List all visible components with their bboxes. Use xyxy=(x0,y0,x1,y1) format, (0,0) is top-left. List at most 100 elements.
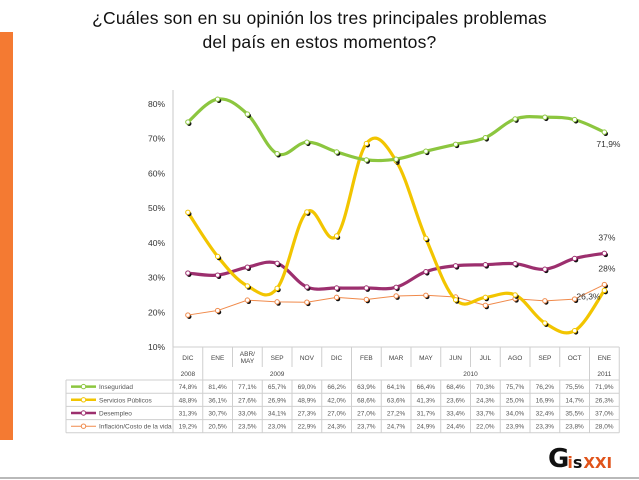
logo-g: G xyxy=(548,444,569,474)
data-point xyxy=(185,119,191,125)
x-tick-label: DIC xyxy=(331,355,343,362)
x-tick-label: ENE xyxy=(211,355,225,362)
legend-label: Inseguridad xyxy=(99,384,133,391)
table-cell: 24,7% xyxy=(387,424,406,431)
data-point xyxy=(542,114,548,120)
table-cell: 33,7% xyxy=(476,411,495,418)
data-point xyxy=(452,141,459,147)
data-point xyxy=(304,209,310,215)
table-cell: 27,3% xyxy=(298,411,317,418)
table-cell: 30,7% xyxy=(208,411,227,418)
data-point xyxy=(363,157,370,163)
table-cell: 77,1% xyxy=(238,384,257,391)
data-point xyxy=(274,285,280,292)
data-point xyxy=(512,116,518,122)
end-value-label: 71,9% xyxy=(596,139,621,149)
data-point xyxy=(423,268,429,275)
y-tick-label: 40% xyxy=(148,238,165,248)
legend-label: Servicios Públicos xyxy=(99,397,152,404)
year-label: 2010 xyxy=(463,371,478,378)
year-label: 2009 xyxy=(270,371,285,378)
end-value-label: 28% xyxy=(598,264,615,274)
y-tick-label: 70% xyxy=(148,134,165,144)
table-cell: 66,4% xyxy=(417,384,436,391)
y-tick-label: 80% xyxy=(148,99,165,109)
table-cell: 24,3% xyxy=(476,397,495,404)
legend-label: Inflación/Costo de la vida xyxy=(99,424,172,431)
y-tick-label: 20% xyxy=(148,307,165,317)
table-cell: 23,6% xyxy=(446,397,465,404)
y-tick-label: 10% xyxy=(148,342,165,352)
table-cell: 68,6% xyxy=(357,397,376,404)
table-cell: 41,3% xyxy=(417,397,436,404)
data-point xyxy=(571,327,578,334)
data-point xyxy=(542,298,548,304)
table-cell: 66,2% xyxy=(327,384,346,391)
legend-label: Desempleo xyxy=(99,411,132,418)
bottom-divider xyxy=(0,477,639,479)
table-cell: 64,1% xyxy=(387,384,406,391)
table-cell: 31,3% xyxy=(179,411,198,418)
legend-marker xyxy=(80,410,87,416)
x-tick-label: SEP xyxy=(538,355,551,362)
table-cell: 48,9% xyxy=(298,397,317,404)
data-point xyxy=(244,283,251,289)
table-cell: 48,8% xyxy=(179,397,198,404)
table-cell: 71,9% xyxy=(595,384,614,391)
data-point xyxy=(482,262,489,268)
table-cell: 20,5% xyxy=(208,424,227,431)
table-cell: 34,1% xyxy=(268,411,287,418)
table-cell: 26,9% xyxy=(268,397,287,404)
data-point xyxy=(304,139,310,145)
gisxxi-logo: G is XXI xyxy=(548,446,612,472)
x-tick-label: MAY xyxy=(241,358,255,365)
data-point xyxy=(512,260,518,267)
data-point xyxy=(601,250,608,256)
data-point xyxy=(363,285,370,291)
data-point xyxy=(363,296,370,303)
table-cell: 24,3% xyxy=(327,424,346,431)
data-point xyxy=(393,156,399,162)
data-point xyxy=(333,233,340,239)
table-cell: 33,0% xyxy=(238,411,257,418)
table-cell: 27,0% xyxy=(357,411,376,418)
x-tick-label: ABR/ xyxy=(240,351,255,358)
data-point xyxy=(274,150,280,157)
year-label: 2008 xyxy=(181,371,196,378)
data-point xyxy=(601,287,608,294)
data-point xyxy=(482,294,489,301)
data-point xyxy=(571,296,578,302)
data-point xyxy=(274,260,280,267)
x-tick-label: FEB xyxy=(360,355,373,362)
y-tick-label: 30% xyxy=(148,273,165,283)
data-point xyxy=(185,312,191,318)
table-cell: 69,0% xyxy=(298,384,317,391)
series-line-servicios-p-blicos xyxy=(186,136,606,335)
table-cell: 35,5% xyxy=(565,411,584,418)
table-cell: 63,6% xyxy=(387,397,406,404)
y-tick-label: 60% xyxy=(148,168,165,178)
x-tick-label: NOV xyxy=(300,355,315,362)
table-cell: 23,0% xyxy=(268,424,287,431)
table-cell: 31,7% xyxy=(417,411,436,418)
legend-marker xyxy=(80,383,87,390)
table-cell: 23,9% xyxy=(506,424,525,431)
table-cell: 36,1% xyxy=(208,397,227,404)
table-cell: 37,0% xyxy=(595,411,614,418)
series-line-inseguridad xyxy=(186,97,606,163)
data-point xyxy=(452,297,459,303)
x-tick-label: MAR xyxy=(389,355,404,362)
data-point xyxy=(393,284,399,290)
table-cell: 24,4% xyxy=(446,424,465,431)
table-cell: 27,0% xyxy=(327,411,346,418)
table-cell: 26,3% xyxy=(595,397,614,404)
table-cell: 75,5% xyxy=(565,384,584,391)
table-cell: 27,6% xyxy=(238,397,257,404)
legend-marker xyxy=(80,397,87,403)
data-point xyxy=(214,253,221,260)
title-line-1: ¿Cuáles son en su opinión los tres princ… xyxy=(92,8,547,28)
data-point xyxy=(244,297,251,303)
table-cell: 16,9% xyxy=(536,397,555,404)
table-cell: 27,2% xyxy=(387,411,406,418)
data-point xyxy=(185,270,191,276)
